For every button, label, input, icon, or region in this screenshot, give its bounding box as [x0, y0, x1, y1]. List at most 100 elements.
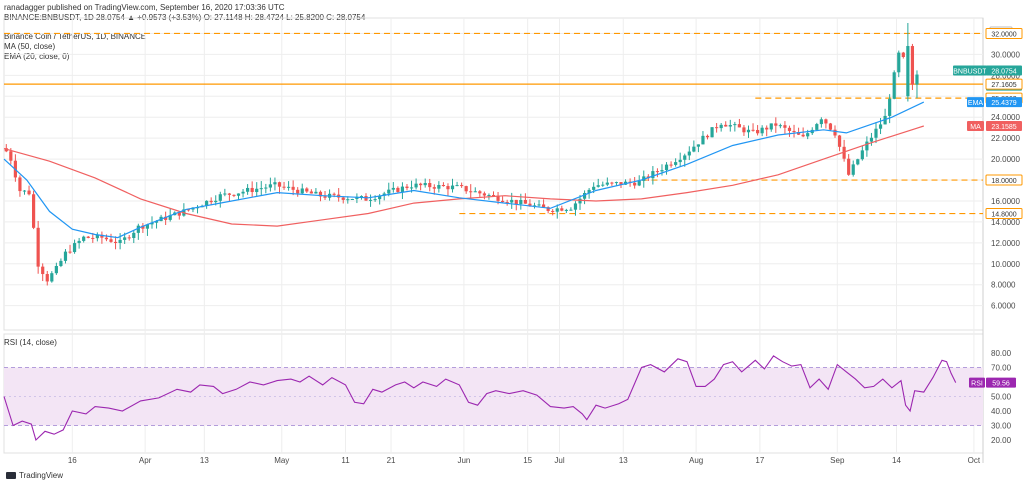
candle-down	[291, 186, 295, 190]
candle-down	[847, 158, 851, 175]
candle-up	[382, 193, 386, 196]
footer-brand: TradingView	[19, 471, 64, 480]
candle-down	[441, 185, 446, 187]
candle-down	[737, 124, 741, 128]
candle-up	[746, 129, 751, 133]
candle-down	[282, 186, 286, 188]
candle-up	[136, 225, 140, 233]
candle-up	[860, 150, 864, 160]
candle-down	[227, 193, 231, 195]
candle-up	[409, 187, 414, 189]
price-label-badge	[985, 27, 1023, 39]
candle-down	[36, 227, 40, 267]
candle-up	[54, 265, 58, 274]
candle-up	[314, 191, 318, 194]
candle-down	[364, 196, 368, 201]
price-label-badge	[986, 65, 1022, 76]
price-label-level: 27.1605	[991, 82, 1016, 89]
price-label-badge	[967, 121, 984, 132]
candle-up	[601, 184, 605, 186]
price-label-level: 14.8000	[991, 212, 1016, 219]
candle-up	[373, 199, 377, 201]
price-label-ma-name: MA	[970, 124, 981, 131]
price-pane	[3, 17, 984, 331]
candle-up	[118, 239, 122, 243]
candle-down	[104, 237, 109, 240]
candle-up	[205, 200, 209, 206]
time-tick-label: 14	[892, 456, 901, 465]
candle-up	[455, 185, 459, 187]
candle-up	[77, 240, 81, 244]
candle-down	[715, 127, 719, 129]
candle-down	[91, 237, 95, 239]
candle-up	[450, 185, 455, 190]
time-tick-label: Sep	[830, 456, 845, 465]
time-tick-label: 13	[200, 456, 209, 465]
candle-down	[41, 266, 45, 275]
candle-up	[760, 127, 764, 134]
time-tick-label: 13	[619, 456, 628, 465]
rsi-tick-label: 80.00	[991, 349, 1012, 358]
tradingview-logo-icon	[6, 472, 16, 479]
ma-legend: MA (50, close)	[4, 42, 56, 51]
candle-down	[774, 123, 778, 126]
time-tick-label: 21	[387, 456, 396, 465]
candle-down	[787, 127, 792, 131]
candle-down	[446, 186, 450, 190]
candle-up	[368, 199, 373, 201]
tradingview-footer[interactable]: TradingView	[6, 471, 63, 480]
candle-down	[86, 236, 90, 238]
candle-down	[724, 124, 728, 127]
candle-down	[186, 209, 191, 211]
candle-down	[250, 187, 254, 193]
candle-down	[824, 119, 828, 124]
candle-up	[915, 74, 919, 85]
candle-up	[423, 183, 427, 186]
candle-down	[100, 234, 104, 238]
candle-up	[878, 124, 883, 129]
price-label-badge	[986, 97, 1022, 108]
candle-down	[619, 182, 623, 185]
candle-up	[537, 204, 541, 206]
candle-down	[209, 200, 213, 203]
candle-down	[460, 185, 464, 187]
price-label-badge	[953, 65, 987, 76]
price-tick-label: 10.0000	[991, 260, 1020, 269]
time-tick-label: Jun	[457, 456, 470, 465]
rsi-tick-label: 30.00	[991, 422, 1012, 431]
candle-up	[391, 187, 395, 190]
candle-down	[796, 132, 801, 135]
candle-down	[655, 171, 660, 173]
price-tick-label: 22.0000	[991, 134, 1020, 143]
candle-down	[837, 135, 842, 147]
candle-up	[414, 183, 418, 188]
candle-down	[482, 193, 486, 196]
rsi-tick-label: 20.00	[991, 436, 1012, 445]
candle-up	[888, 98, 892, 116]
candle-up	[778, 125, 782, 127]
price-label-badge	[985, 208, 1023, 220]
candle-down	[296, 189, 300, 194]
candle-down	[828, 123, 833, 130]
candle-down	[32, 194, 36, 228]
candle-up	[865, 141, 869, 151]
candle-down	[610, 182, 614, 184]
candle-up	[123, 237, 127, 240]
candle-up	[264, 187, 268, 189]
time-tick-label: Apr	[139, 456, 152, 465]
candle-up	[168, 215, 172, 220]
candle-down	[469, 191, 473, 193]
candle-up	[569, 209, 573, 211]
candle-down	[396, 187, 400, 192]
price-label-level: 18.0000	[991, 178, 1016, 185]
candle-up	[651, 171, 655, 179]
candle-up	[255, 188, 259, 193]
time-tick-label: 17	[755, 456, 764, 465]
candle-up	[510, 199, 514, 203]
candle-up	[268, 184, 272, 188]
rsi-tick-label: 70.00	[991, 364, 1012, 373]
price-label-badge	[986, 121, 1022, 132]
candle-down	[141, 225, 145, 229]
ma-line	[3, 125, 924, 227]
